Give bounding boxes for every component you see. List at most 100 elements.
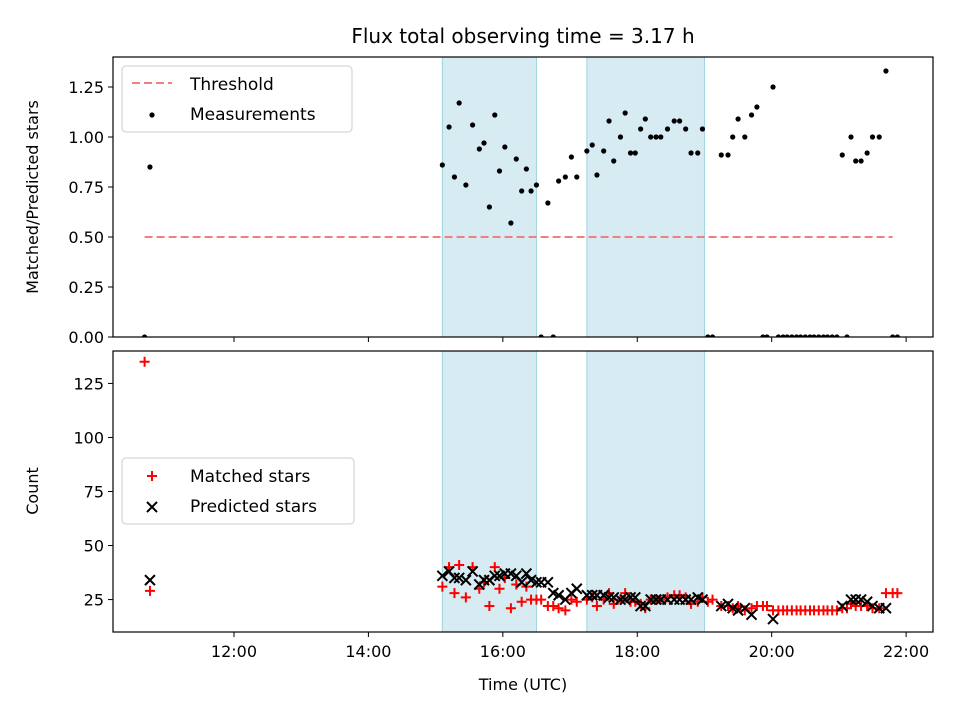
y-tick-label: 50 — [84, 537, 104, 556]
measurement-point — [793, 334, 800, 337]
predicted-star-point — [880, 602, 892, 614]
measurement-point — [492, 112, 498, 118]
measurement-point — [513, 156, 519, 162]
measurement-point — [699, 126, 706, 132]
measurement-point — [677, 118, 683, 124]
measurement-point — [705, 334, 711, 337]
legend-predicted-label: Predicted stars — [190, 497, 317, 517]
measurement-point — [869, 134, 876, 140]
measurement-point — [538, 334, 544, 337]
measurement-point — [519, 188, 525, 194]
measurement-point — [589, 142, 595, 148]
axes-frame — [112, 56, 934, 338]
measurement-point — [890, 334, 896, 337]
measurement-point — [556, 178, 562, 184]
measurement-point — [496, 168, 503, 174]
measurement-point — [568, 154, 574, 160]
matched-star-point — [707, 594, 718, 605]
predicted-star-point — [436, 570, 449, 582]
matched-star-point — [437, 581, 448, 592]
measurement-point — [664, 126, 671, 132]
measurement-point — [502, 144, 508, 150]
measurement-point — [730, 134, 736, 140]
measurement-point — [811, 334, 817, 337]
matched-star-point — [484, 601, 495, 612]
measurement-point — [695, 150, 701, 156]
measurement-point — [853, 158, 859, 164]
predicted-star-point — [845, 593, 857, 606]
measurement-point — [742, 134, 748, 140]
measurement-point — [848, 134, 854, 140]
measurement-point — [545, 200, 551, 206]
bottom-y-axis-label: Count — [23, 467, 42, 515]
measurement-point — [147, 164, 153, 170]
predicted-star-point — [448, 572, 461, 584]
predicted-star-point — [685, 593, 697, 606]
measurement-point — [735, 116, 741, 122]
matched-star-point — [571, 596, 582, 607]
y-tick-label: 25 — [84, 591, 104, 610]
measurement-point — [508, 220, 514, 226]
measurement-point — [816, 334, 822, 337]
measurement-point — [622, 110, 628, 116]
predicted-star-point — [603, 591, 615, 604]
predicted-star-point — [696, 593, 709, 606]
measurement-point — [562, 174, 568, 180]
predicted-star-point — [855, 593, 867, 606]
measurement-point — [451, 174, 458, 180]
measurement-point — [456, 100, 462, 106]
matched-star-point — [548, 601, 559, 612]
x-tick-label: 18:00 — [614, 642, 660, 661]
matched-star-point — [892, 588, 903, 599]
matched-star-point — [139, 356, 150, 367]
measurement-point — [632, 150, 638, 156]
y-tick-label: 0.50 — [68, 228, 104, 247]
measurement-point — [807, 334, 813, 337]
matched-star-point — [494, 583, 505, 594]
matched-star-point — [516, 596, 527, 607]
predicted-star-point — [608, 591, 620, 604]
measurement-point — [775, 334, 782, 337]
predicted-star-point — [460, 574, 472, 586]
matched-star-point — [746, 603, 757, 614]
predicted-star-point — [715, 600, 727, 612]
measurement-point — [533, 182, 540, 188]
predicted-star-point — [836, 600, 848, 612]
predicted-star-point — [586, 589, 598, 601]
predicted-star-point — [614, 593, 627, 606]
measurement-point — [883, 68, 889, 74]
predicted-star-point — [542, 576, 554, 588]
predicted-star-point — [745, 609, 758, 621]
observing-window — [586, 351, 705, 632]
plot-area — [139, 351, 903, 632]
predicted-star-point — [453, 572, 465, 584]
measurement-point — [754, 104, 760, 110]
predicted-star-point — [489, 570, 501, 582]
legend: Threshold Measurements — [121, 65, 353, 133]
matched-star-point — [560, 605, 571, 616]
measurement-point — [648, 134, 654, 140]
measurement-point — [802, 334, 808, 337]
predicted-star-point — [466, 565, 479, 578]
y-tick-label: 125 — [73, 374, 104, 393]
measurement-point — [439, 162, 445, 168]
measurement-point — [834, 334, 840, 337]
measurement-point — [476, 146, 482, 152]
predicted-star-point — [650, 593, 662, 606]
matched-star-point — [761, 601, 772, 612]
measurement-point — [829, 334, 835, 337]
measurement-point — [574, 174, 580, 180]
measurement-point — [844, 334, 850, 337]
predicted-star-point — [629, 591, 641, 604]
measurement-point — [481, 140, 487, 146]
measurement-point — [764, 334, 770, 337]
y-tick-label: 0.25 — [68, 278, 104, 297]
observing-window — [586, 57, 705, 337]
measurement-point — [523, 166, 529, 172]
measurement-point — [797, 334, 804, 337]
x-tick-label: 14:00 — [345, 642, 391, 661]
matched-star-point — [454, 559, 465, 570]
measurement-point — [446, 124, 452, 130]
top-y-axis-label: Matched/Predicted stars — [23, 100, 42, 294]
measurement-point — [141, 334, 148, 337]
